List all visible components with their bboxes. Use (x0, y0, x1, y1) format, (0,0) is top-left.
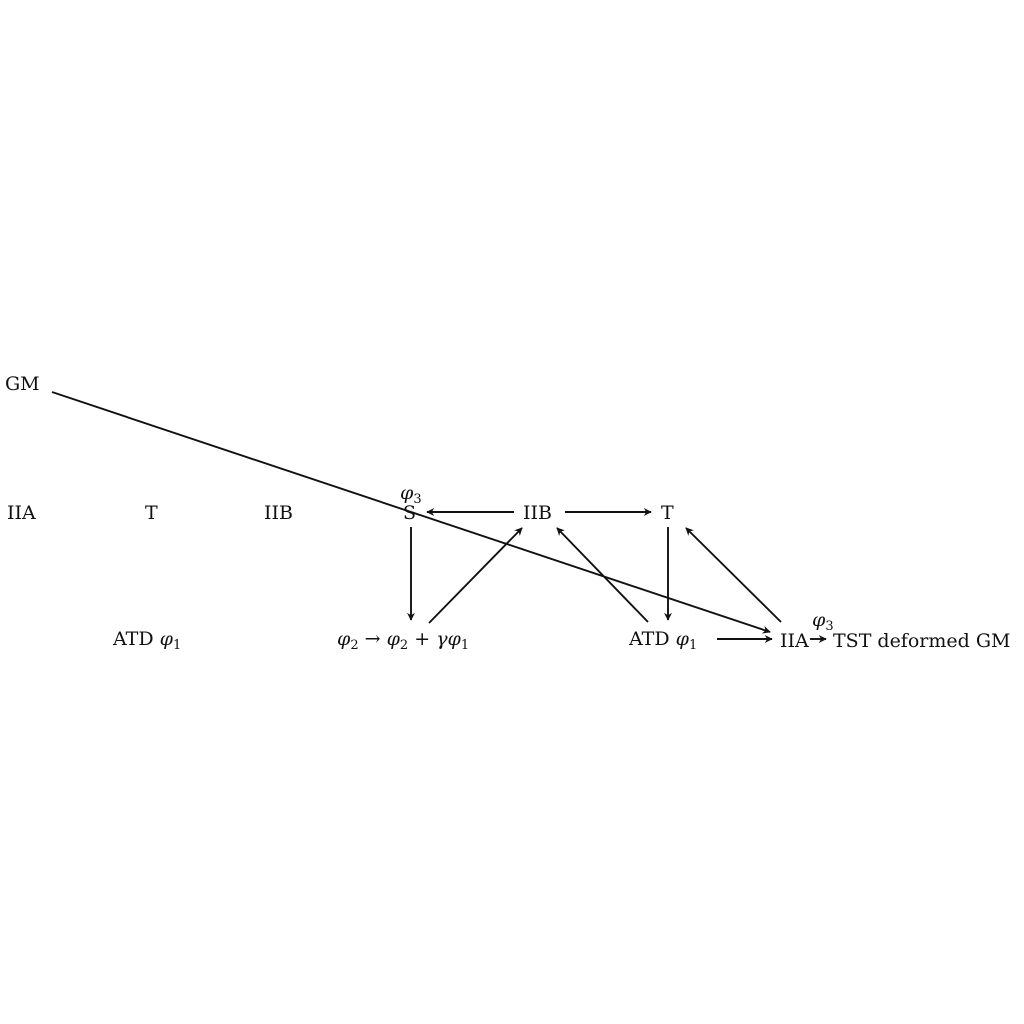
node-phi-shift: φ2 → φ2 + γφ1 (337, 628, 469, 653)
edge-gm-to-iia (51, 391, 771, 634)
edge-iia-to-t (685, 527, 782, 623)
nodes: GM IIA T IIB φ3 S IIB T ATD φ1 φ2 → φ2 +… (5, 373, 1010, 653)
node-gm: GM (5, 373, 40, 395)
label-phi3-right: φ3 (812, 609, 834, 634)
node-t-right: T (661, 502, 674, 524)
node-iia-right: IIA (780, 630, 809, 652)
label-phi3-top: φ3 (400, 482, 422, 507)
edge-shift-to-iib (428, 527, 523, 624)
node-iia-left: IIA (7, 502, 36, 524)
node-atd-left: ATD φ1 (112, 628, 181, 653)
node-t-left: T (145, 502, 158, 524)
node-atd-right: ATD φ1 (628, 628, 697, 653)
node-tst-deformed-gm: TST deformed GM (833, 630, 1010, 652)
node-iib-mid: IIB (523, 502, 552, 524)
node-iib-left: IIB (264, 502, 293, 524)
edge-atd-to-iib (556, 527, 649, 623)
node-s: S (403, 502, 416, 524)
edges (51, 391, 827, 643)
